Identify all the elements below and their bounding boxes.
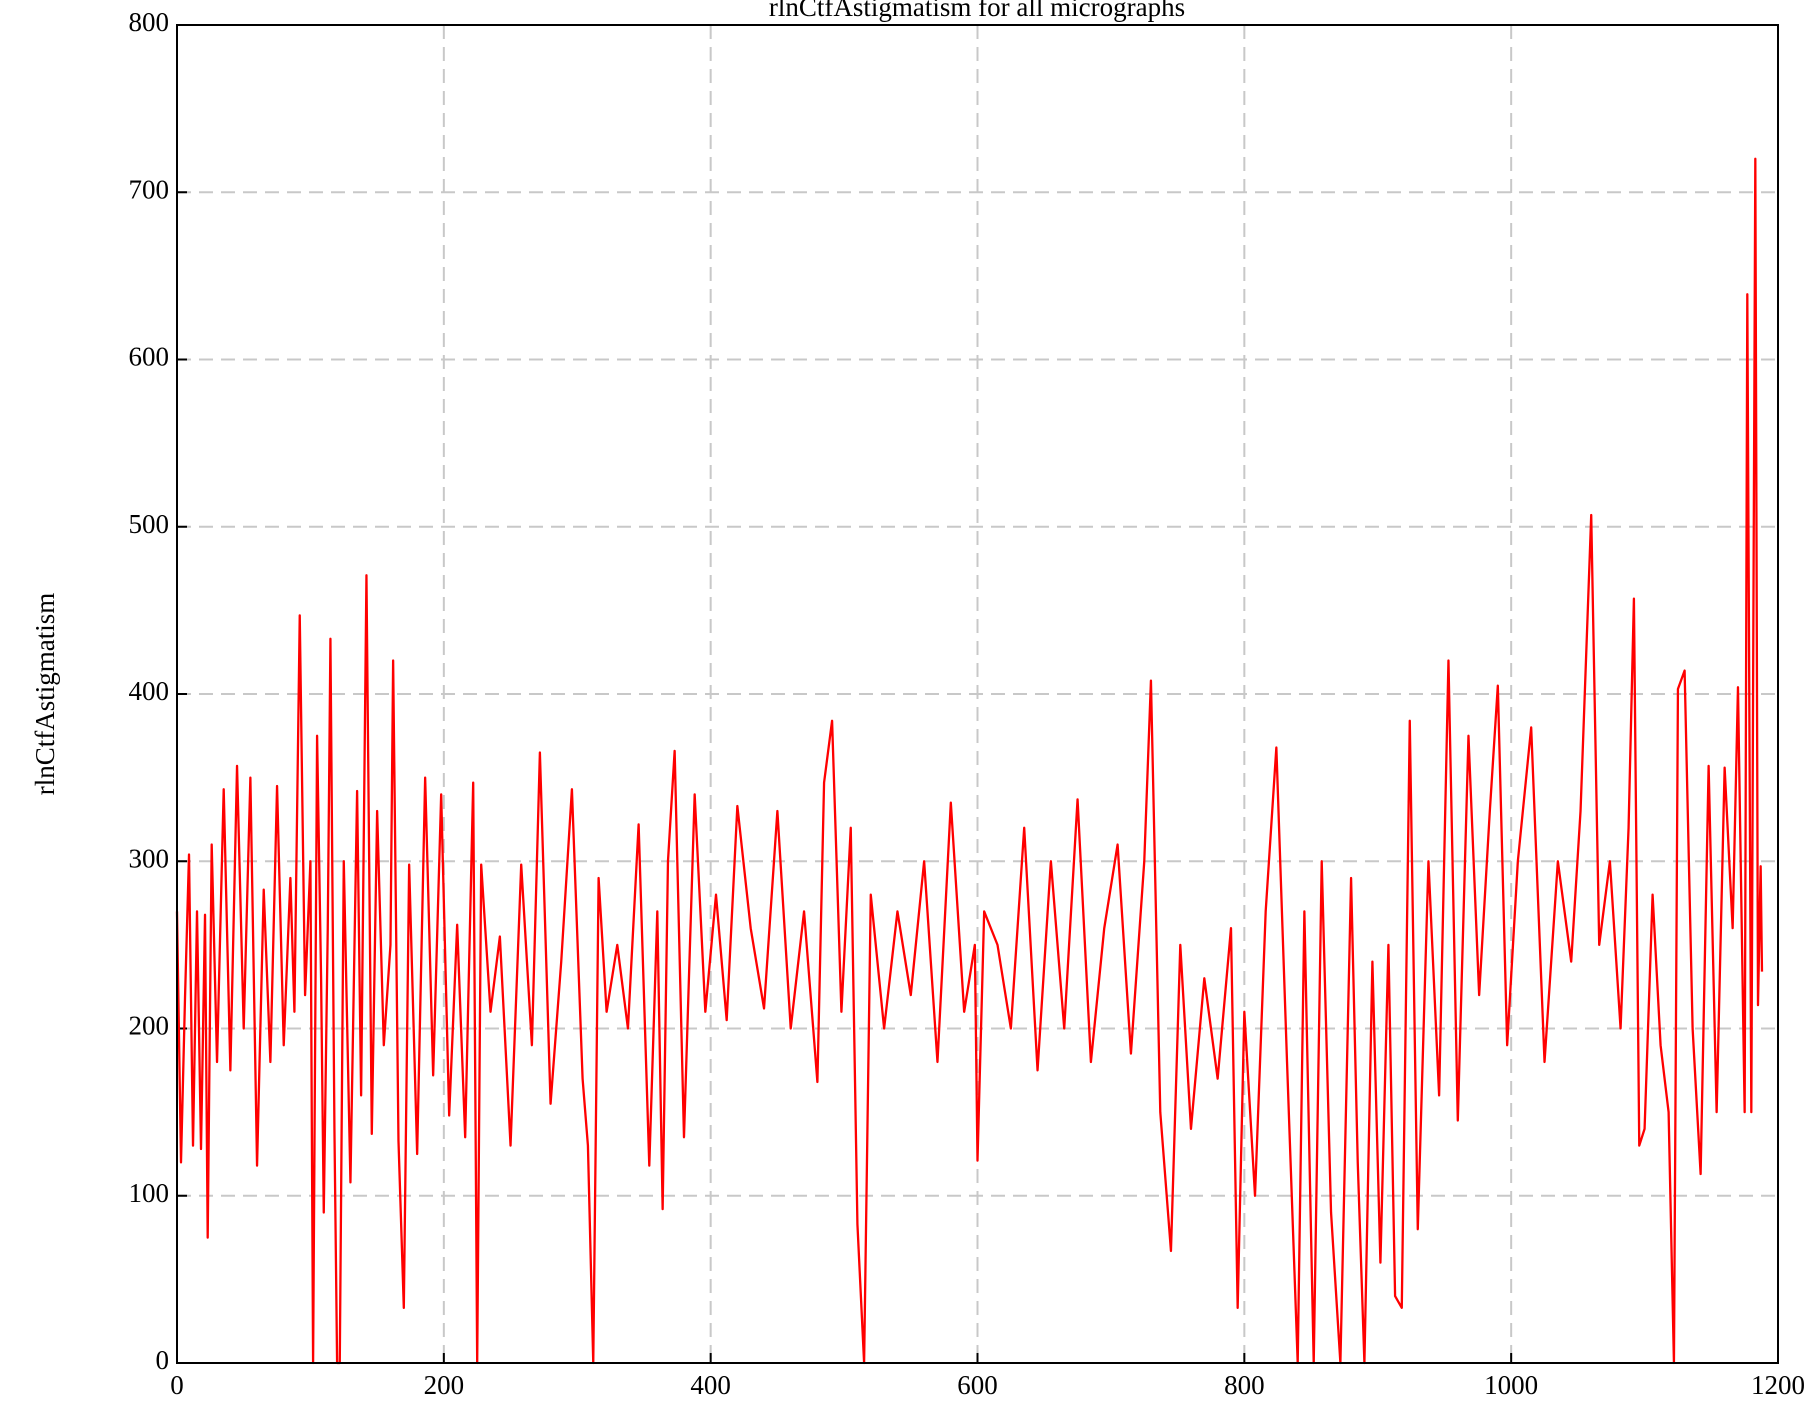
y-tick-label: 500 [129, 509, 170, 539]
x-tick-label: 800 [1224, 1370, 1265, 1400]
y-tick-label: 400 [129, 676, 170, 706]
x-tick-label: 400 [690, 1370, 731, 1400]
y-tick-label: 700 [129, 174, 170, 204]
y-tick-label: 300 [129, 843, 170, 873]
y-tick-label: 100 [129, 1178, 170, 1208]
x-tick-label: 600 [957, 1370, 998, 1400]
y-tick-label: 200 [129, 1011, 170, 1041]
x-tick-label: 1000 [1484, 1370, 1538, 1400]
x-tick-label: 200 [424, 1370, 465, 1400]
y-axis-label: rlnCtfAstigmatism [30, 593, 60, 796]
chart-title: rlnCtfAstigmatism for all micrographs [769, 0, 1185, 22]
y-tick-label: 0 [156, 1345, 170, 1375]
data-line [175, 157, 1764, 1365]
y-tick-label: 800 [129, 7, 170, 37]
x-tick-label: 1200 [1751, 1370, 1805, 1400]
plot-frame [176, 24, 1779, 1364]
y-tick-label: 600 [129, 342, 170, 372]
x-tick-label: 0 [170, 1370, 184, 1400]
